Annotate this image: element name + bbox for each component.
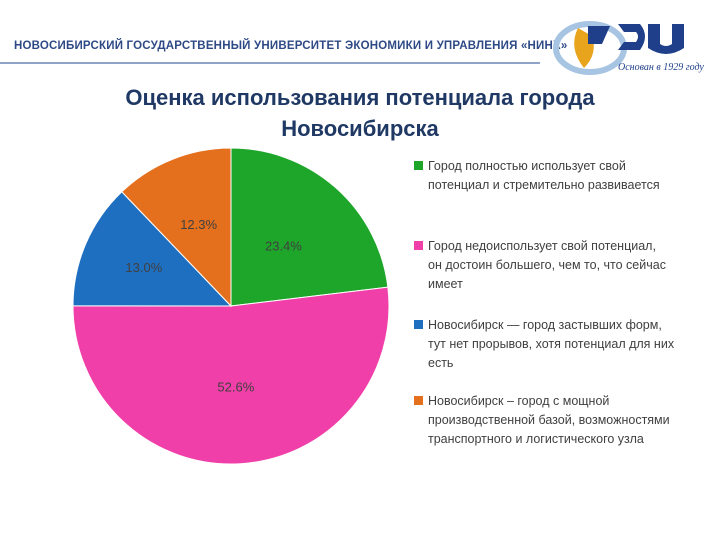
chart-title-line-2: Новосибирска bbox=[281, 116, 439, 141]
pie-slice-1 bbox=[72, 286, 390, 465]
chart-title: Оценка использования потенциала города Н… bbox=[40, 82, 680, 144]
legend-swatch-1 bbox=[414, 241, 423, 250]
pie-data-label-2: 13.0% bbox=[125, 260, 162, 275]
legend-label-1: Город недоиспользует свой потенциал, он … bbox=[428, 239, 666, 291]
legend-item-3: Новосибирск – город с мощной производств… bbox=[414, 392, 720, 449]
legend-swatch-3 bbox=[414, 396, 423, 405]
header-divider bbox=[0, 62, 540, 64]
pie-slice-2 bbox=[72, 191, 233, 307]
pie-slice-3 bbox=[121, 147, 232, 308]
chart-title-line-1: Оценка использования потенциала города bbox=[125, 85, 595, 110]
legend-label-2: Новосибирск — город застывших форм, тут … bbox=[428, 318, 675, 370]
pie-data-label-1: 52.6% bbox=[217, 379, 254, 394]
legend-swatch-2 bbox=[414, 320, 423, 329]
legend-item-0: Город полностью использует свой потенциа… bbox=[414, 157, 720, 195]
legend-label-3: Новосибирск – город с мощной производств… bbox=[428, 394, 670, 446]
legend-swatch-0 bbox=[414, 161, 423, 170]
pie-data-label-3: 12.3% bbox=[180, 217, 217, 232]
legend-label-0: Город полностью использует свой потенциа… bbox=[428, 159, 660, 192]
legend-item-1: Город недоиспользует свой потенциал, он … bbox=[414, 237, 720, 294]
pie-data-label-0: 23.4% bbox=[265, 238, 302, 253]
logo-tagline: Основан в 1929 году bbox=[618, 62, 704, 73]
logo-letter-u-icon bbox=[648, 24, 684, 54]
university-logo: Основан в 1929 году bbox=[553, 21, 704, 75]
university-name: НОВОСИБИРСКИЙ ГОСУДАРСТВЕННЫЙ УНИВЕРСИТЕ… bbox=[14, 40, 568, 52]
logo-letter-e-icon bbox=[618, 24, 645, 50]
legend-item-2: Новосибирск — город застывших форм, тут … bbox=[414, 316, 720, 373]
pie-slice-0 bbox=[230, 147, 389, 307]
